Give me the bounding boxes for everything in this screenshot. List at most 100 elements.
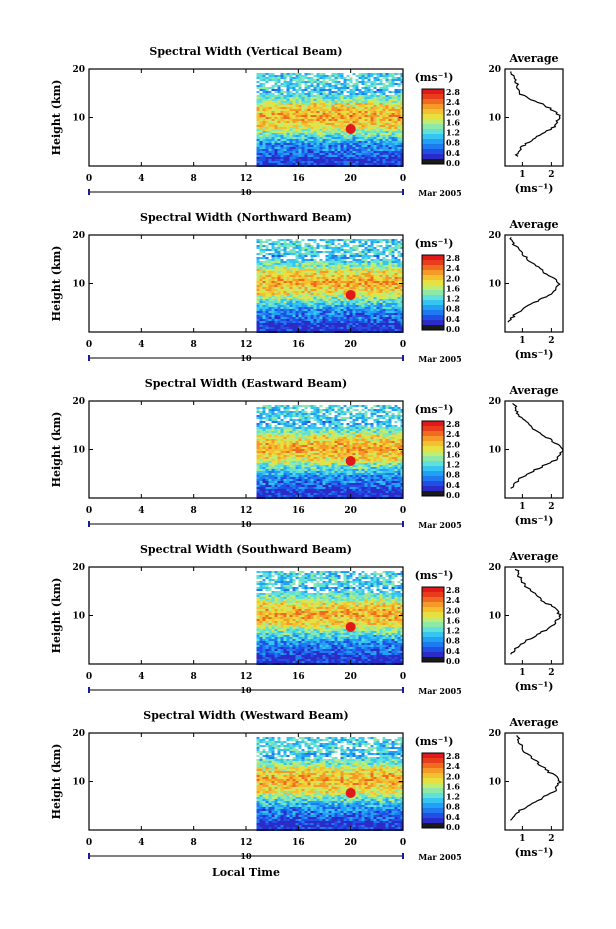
heatmap-cell <box>337 133 341 135</box>
heatmap-cell <box>316 275 320 277</box>
heatmap-cell <box>259 329 263 331</box>
heatmap-cell <box>373 79 377 81</box>
heatmap-cell <box>316 293 320 295</box>
heatmap-cell <box>271 281 275 283</box>
heatmap-cell <box>316 261 320 263</box>
heatmap-cell <box>262 417 266 419</box>
heatmap-cell <box>337 127 341 129</box>
heatmap-cell <box>313 119 317 121</box>
heatmap-cell <box>373 81 377 83</box>
heatmap-cell <box>304 293 308 295</box>
colorbar-bin <box>422 104 444 110</box>
heatmap-cell <box>292 317 296 319</box>
heatmap-cell <box>331 115 335 117</box>
heatmap-cell <box>400 119 404 121</box>
heatmap-cell <box>364 113 368 115</box>
colorbar-tick-label: 1.6 <box>446 117 460 127</box>
heatmap-cell <box>370 427 374 429</box>
heatmap-cell <box>340 431 344 433</box>
heatmap-cell <box>391 327 395 329</box>
heatmap-cell <box>328 313 332 315</box>
heatmap-cell <box>304 289 308 291</box>
heatmap-cell <box>340 239 344 241</box>
heatmap-cell <box>262 279 266 281</box>
heatmap-cell <box>334 325 338 327</box>
heatmap-cell <box>289 327 293 329</box>
heatmap-cell <box>394 115 398 117</box>
heatmap-cell <box>319 405 323 407</box>
heatmap-cell <box>361 267 365 269</box>
colorbar-bin <box>422 295 444 301</box>
heatmap-cell <box>283 413 287 415</box>
heatmap-cell <box>277 319 281 321</box>
heatmap-cell <box>373 411 377 413</box>
heatmap-cell <box>388 279 392 281</box>
day-label: 10 <box>240 353 252 363</box>
heatmap-cell <box>277 139 281 141</box>
heatmap-cell <box>319 75 323 77</box>
heatmap-cell <box>370 245 374 247</box>
heatmap-cell <box>328 423 332 425</box>
heatmap-cell <box>301 161 305 163</box>
heatmap-cell <box>361 269 365 271</box>
heatmap-cell <box>292 83 296 85</box>
heatmap-cell <box>319 161 323 163</box>
heatmap-cell <box>298 281 302 283</box>
heatmap-cell <box>301 307 305 309</box>
heatmap-cell <box>322 239 326 241</box>
heatmap-cell <box>301 131 305 133</box>
heatmap-cell <box>349 421 353 423</box>
heatmap-cell <box>274 297 278 299</box>
heatmap-cell <box>352 265 356 267</box>
heatmap-cell <box>346 267 350 269</box>
heatmap-cell <box>337 313 341 315</box>
heatmap-cell <box>265 131 269 133</box>
heatmap-cell <box>313 419 317 421</box>
heatmap-cell <box>271 255 275 257</box>
heatmap-cell <box>346 257 350 259</box>
heatmap-cell <box>298 303 302 305</box>
heatmap-cell <box>286 415 290 417</box>
heatmap-cell <box>385 121 389 123</box>
heatmap-cell <box>331 151 335 153</box>
heatmap-cell <box>358 155 362 157</box>
heatmap-cell <box>307 115 311 117</box>
heatmap-cell <box>319 289 323 291</box>
heatmap-cell <box>382 257 386 259</box>
heatmap-cell <box>274 315 278 317</box>
heatmap-cell <box>331 427 335 429</box>
heatmap-cell <box>316 137 320 139</box>
heatmap-cell <box>385 305 389 307</box>
heatmap-cell <box>388 161 392 163</box>
heatmap-cell <box>286 143 290 145</box>
heatmap-cell <box>349 133 353 135</box>
heatmap-cell <box>268 409 272 411</box>
heatmap-cell <box>388 253 392 255</box>
heatmap-cell <box>265 291 269 293</box>
heatmap-cell <box>259 325 263 327</box>
heatmap-cell <box>301 137 305 139</box>
heatmap-cell <box>385 119 389 121</box>
heatmap-cell <box>355 419 359 421</box>
heatmap-cell <box>307 111 311 113</box>
heatmap-cell <box>271 411 275 413</box>
heatmap-cell <box>265 161 269 163</box>
heatmap-cell <box>343 329 347 331</box>
heatmap-cell <box>370 115 374 117</box>
heatmap-cell <box>328 97 332 99</box>
heatmap-cell <box>283 161 287 163</box>
heatmap-cell <box>367 307 371 309</box>
heatmap-cell <box>355 295 359 297</box>
heatmap-cell <box>376 75 380 77</box>
heatmap-cell <box>262 257 266 259</box>
heatmap-cell <box>343 413 347 415</box>
heatmap-cell <box>307 119 311 121</box>
heatmap-cell <box>331 323 335 325</box>
heatmap-cell <box>286 409 290 411</box>
heatmap-cell <box>292 281 296 283</box>
heatmap-cell <box>328 413 332 415</box>
heatmap-cell <box>313 425 317 427</box>
heatmap-cell <box>259 269 263 271</box>
heatmap-cell <box>295 83 299 85</box>
heatmap-cell <box>319 121 323 123</box>
